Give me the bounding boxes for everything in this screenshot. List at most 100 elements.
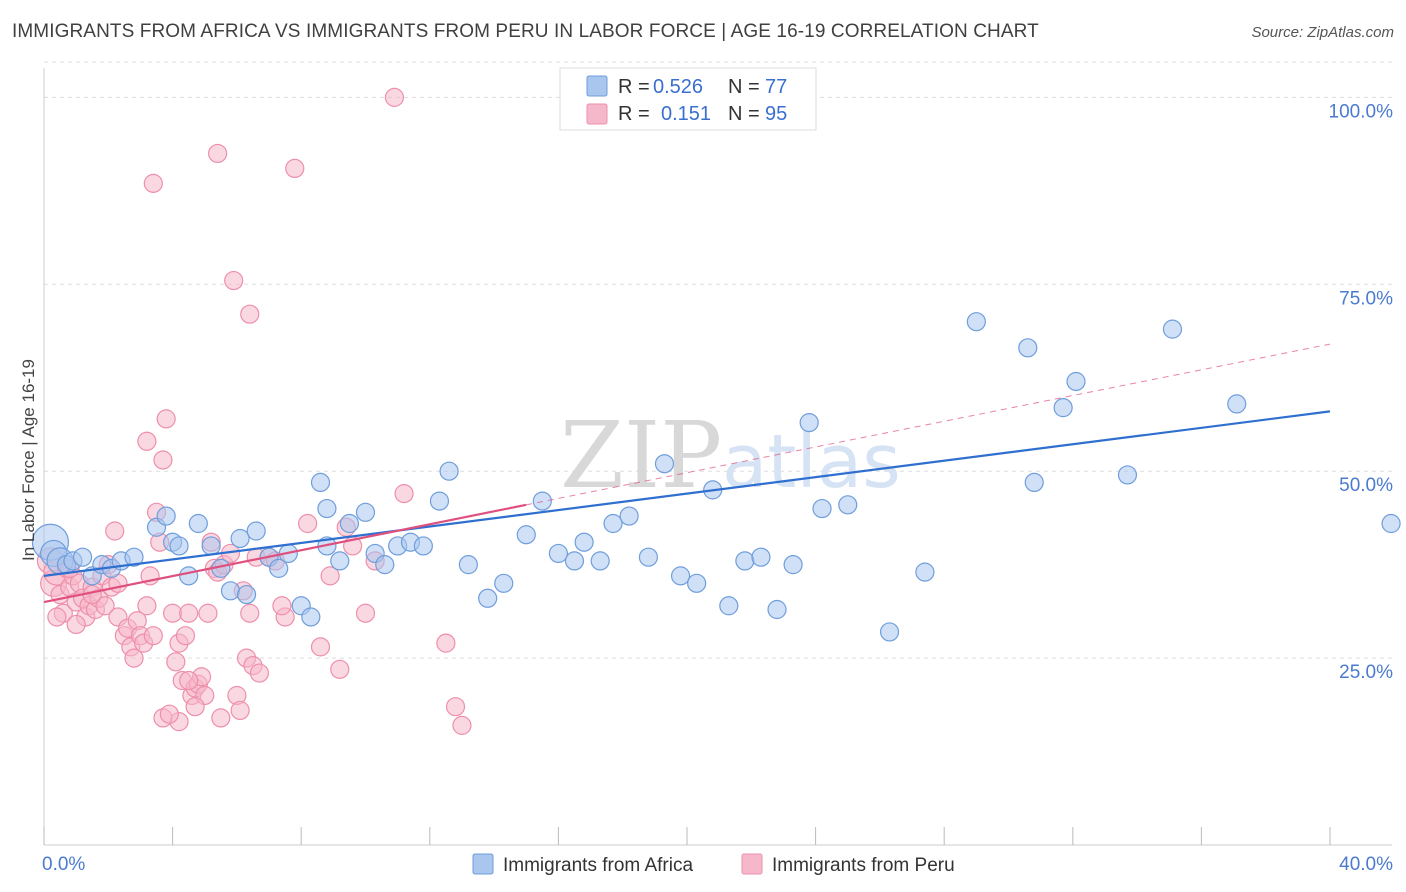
peru-point-17 [95, 596, 115, 616]
africa-point-63 [812, 498, 832, 519]
africa-point-20 [230, 528, 250, 549]
legend-swatch-africa [586, 75, 608, 97]
africa-point-22 [246, 521, 266, 541]
africa-point-14 [169, 536, 189, 556]
africa-point-72 [1162, 319, 1183, 339]
africa-point-61 [783, 555, 803, 575]
legend-africa-r-value: 0.526 [653, 76, 703, 98]
grid-lines [44, 61, 1392, 659]
peru-point-35 [156, 409, 176, 429]
bottom-legend-peru-label: Immigrants from Peru [772, 855, 955, 876]
africa-point-27 [301, 607, 321, 627]
bottom-legend-africa-label: Immigrants from Africa [503, 855, 693, 876]
africa-point-39 [429, 491, 450, 511]
legend-africa-n-value: 77 [765, 76, 787, 98]
legend-peru-r-value: 0.151 [661, 103, 711, 125]
y-tick-label-75: 75.0% [1339, 288, 1393, 309]
africa-point-16 [188, 513, 208, 534]
peru-point-90 [66, 614, 86, 635]
africa-point-19 [220, 581, 241, 601]
africa-point-54 [670, 566, 691, 586]
legend-africa-r-label: R = [618, 76, 650, 98]
legend-swatch-peru [586, 103, 608, 125]
africa-point-31 [317, 498, 337, 519]
africa-point-59 [751, 547, 771, 567]
africa-point-29 [330, 551, 350, 571]
peru-point-36 [137, 431, 157, 451]
africa-point-30 [310, 472, 331, 493]
legend-peru-r-label: R = [618, 103, 650, 125]
bottom-legend-swatch-peru [741, 853, 763, 875]
africa-point-74 [1381, 513, 1401, 534]
africa-point-70 [1066, 371, 1086, 392]
peru-point-77 [445, 697, 466, 717]
peru-point-76 [436, 633, 456, 653]
africa-point-65 [879, 622, 900, 642]
africa-point-32 [339, 513, 360, 534]
africa-point-17 [201, 536, 221, 556]
peru-point-88 [272, 596, 292, 616]
peru-point-34 [153, 450, 173, 470]
peru-point-38 [166, 652, 186, 672]
y-tick-label-100: 100.0% [1329, 101, 1394, 122]
africa-point-73 [1227, 394, 1247, 414]
peru-point-75 [394, 484, 414, 504]
peru-trend-line [43, 503, 527, 604]
watermark: ZIP atlas [560, 402, 901, 509]
peru-point-59 [240, 603, 260, 623]
africa-point-46 [548, 543, 569, 564]
africa-point-76 [1024, 472, 1044, 493]
africa-point-69 [1053, 398, 1073, 418]
y-tick-label-50: 50.0% [1339, 475, 1393, 496]
africa-point-49 [590, 551, 610, 571]
africa-point-66 [915, 562, 935, 582]
peru-point-42 [179, 603, 199, 623]
series-peru-points [36, 87, 472, 735]
watermark-zip: ZIP [560, 402, 722, 509]
legend-africa-n-label: N = [728, 76, 760, 98]
bottom-legend-swatch-africa [472, 853, 494, 875]
africa-point-52 [638, 547, 659, 567]
peru-point-29 [137, 596, 157, 616]
x-tick-label-min: 0.0% [42, 854, 85, 875]
watermark-atlas: atlas [722, 419, 901, 505]
peru-point-86 [185, 697, 205, 717]
peru-point-87 [249, 663, 270, 683]
africa-point-60 [767, 599, 787, 620]
africa-point-71 [1117, 465, 1138, 485]
trend-lines [43, 343, 1331, 604]
peru-point-89 [159, 704, 179, 724]
axes [43, 68, 1392, 846]
peru-point-52 [211, 708, 231, 728]
source-credit: Source: ZipAtlas.com [1251, 24, 1394, 41]
peru-point-20 [105, 521, 125, 541]
peru-point-68 [320, 566, 340, 586]
peru-point-80 [224, 270, 244, 291]
africa-point-40 [439, 461, 459, 481]
peru-point-81 [240, 304, 260, 324]
africa-point-55 [687, 573, 707, 593]
peru-point-94 [47, 607, 67, 627]
peru-point-31 [143, 626, 163, 646]
africa-point-15 [179, 566, 199, 586]
peru-point-25 [124, 648, 144, 668]
africa-point-43 [494, 573, 514, 593]
peru-point-69 [330, 659, 350, 679]
peru-point-78 [452, 715, 472, 735]
africa-point-57 [719, 596, 739, 616]
africa-point-35 [375, 555, 395, 575]
africa-point-50 [603, 513, 623, 534]
africa-point-67 [966, 312, 986, 332]
bottom-legend: Immigrants from Africa Immigrants from P… [472, 853, 955, 876]
peru-point-65 [285, 158, 305, 179]
africa-trend-line [43, 410, 1331, 577]
africa-point-51 [619, 506, 639, 526]
legend-peru-n-value: 95 [765, 103, 787, 125]
peru-point-41 [175, 626, 196, 646]
africa-point-62 [799, 412, 819, 433]
africa-point-21 [236, 584, 257, 605]
peru-point-67 [310, 637, 331, 657]
africa-point-5 [72, 547, 93, 567]
peru-point-82 [143, 173, 163, 193]
peru-point-48 [198, 603, 218, 623]
